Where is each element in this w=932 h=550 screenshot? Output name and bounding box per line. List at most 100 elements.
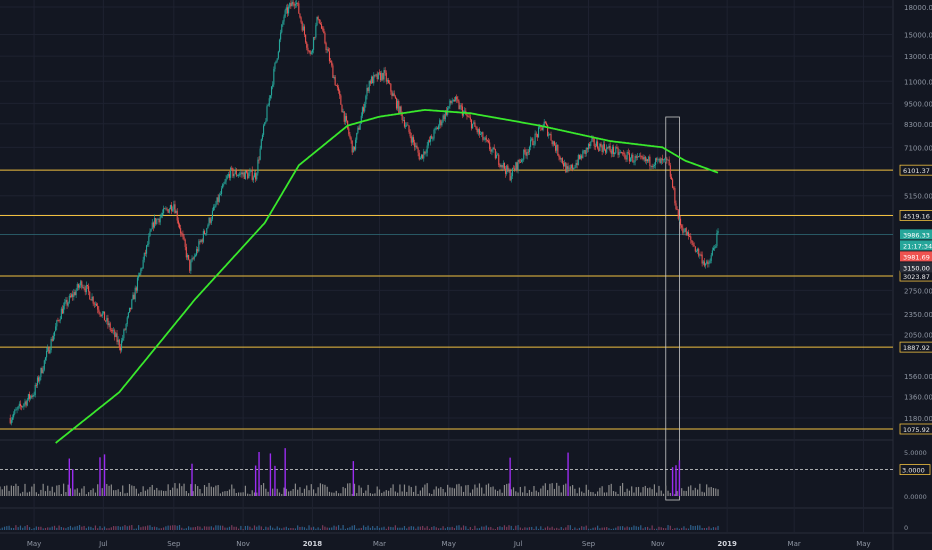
candle-body (693, 245, 695, 247)
candle-body (117, 339, 119, 342)
candle-body (480, 133, 482, 135)
candle-body (66, 299, 68, 306)
volume-axis-label: 0 (904, 524, 908, 532)
candle-body (82, 287, 84, 289)
candle-body (278, 39, 281, 52)
candle-body (148, 236, 150, 245)
candle-body (376, 74, 378, 80)
candle-body (583, 150, 585, 152)
candle-body (653, 164, 655, 167)
candle-body (140, 268, 142, 273)
candle-body (251, 170, 253, 180)
candle-body (593, 138, 595, 147)
candle-body (673, 187, 675, 189)
candle-body (163, 208, 165, 214)
candle-body (500, 165, 502, 167)
candle-body (397, 100, 399, 109)
candle-body (50, 338, 52, 351)
level-tag (899, 423, 932, 435)
time-axis-label: Sep (167, 540, 181, 548)
candle-body (435, 127, 437, 129)
time-axis-label: Sep (582, 540, 596, 548)
candle-body (256, 173, 258, 180)
candle-body (348, 128, 350, 135)
candle-body (302, 26, 304, 31)
candle-body (32, 395, 34, 397)
candle-body (584, 150, 586, 154)
candle-body (258, 159, 260, 161)
price-axis[interactable]: 18000.00 15000.00 13000.00 11000.00 9500.00 8… (899, 4, 932, 532)
candle-body (18, 403, 20, 407)
candle-body (301, 22, 303, 31)
candle-body (439, 120, 441, 126)
candle-body (57, 320, 59, 322)
candle-body (322, 28, 324, 30)
candle-body (426, 145, 428, 153)
candle-body (126, 317, 128, 324)
candle-body (298, 3, 300, 14)
candle-body (441, 121, 443, 126)
candle-body (257, 159, 259, 174)
candle-body (290, 3, 292, 7)
time-axis[interactable]: May Jul Sep Nov 2018 Mar May Jul Sep Nov 2019 Mar Ma… (27, 540, 871, 548)
candle-body (405, 125, 407, 127)
candle-body (244, 170, 246, 179)
candle-body (715, 246, 717, 248)
candle-body (98, 309, 100, 313)
candle-body (233, 173, 235, 177)
candle-body (253, 172, 256, 178)
candle-body (331, 61, 333, 66)
candle-body (654, 158, 657, 165)
candle-body (260, 139, 262, 149)
candle-body (595, 141, 598, 147)
candle-body (155, 218, 157, 224)
candle-body (225, 178, 227, 182)
candle-body (289, 3, 291, 7)
candle-body (411, 137, 413, 143)
candle-body (124, 329, 126, 331)
candle-body (144, 252, 146, 254)
price-tag-text: 21:17:34 (903, 242, 932, 250)
candle-body (569, 167, 571, 169)
candle-body (83, 287, 85, 289)
candle-body (461, 106, 463, 116)
candle-body (252, 177, 254, 180)
candle-body (330, 61, 332, 62)
candle-body (464, 110, 466, 112)
candle-body (395, 98, 398, 109)
candle-body (616, 147, 618, 149)
candle-body (437, 125, 440, 130)
candle-body (266, 106, 268, 122)
price-axis-label: 1360.00 (904, 394, 932, 402)
price-tag-text: 3981.69 (903, 253, 930, 261)
candle-body (509, 170, 511, 181)
price-axis-label: 1180.00 (904, 415, 932, 423)
candle-body (528, 146, 530, 153)
candle-body (40, 367, 42, 378)
candle-body (661, 158, 663, 161)
candle-body (647, 159, 649, 162)
candle-body (587, 144, 590, 150)
candle-body (157, 218, 159, 220)
candle-body (245, 170, 248, 173)
candle-body (352, 146, 354, 153)
candle-body (119, 347, 121, 351)
candle-body (366, 87, 368, 97)
time-axis-label: Nov (651, 540, 665, 548)
candle-body (434, 128, 436, 130)
candle-body (242, 172, 244, 175)
candle-body (265, 121, 267, 123)
candle-body (249, 171, 251, 174)
candle-body (211, 210, 214, 220)
candle-body (544, 121, 546, 124)
candle-body (527, 151, 529, 153)
candle-body (650, 165, 652, 167)
candle-body (334, 76, 336, 86)
candle-body (328, 51, 331, 62)
candle-body (80, 281, 82, 286)
candle-body (617, 148, 619, 155)
time-axis-label: Nov (236, 540, 250, 548)
time-axis-label: Jul (513, 540, 523, 548)
candle-body (473, 122, 475, 124)
